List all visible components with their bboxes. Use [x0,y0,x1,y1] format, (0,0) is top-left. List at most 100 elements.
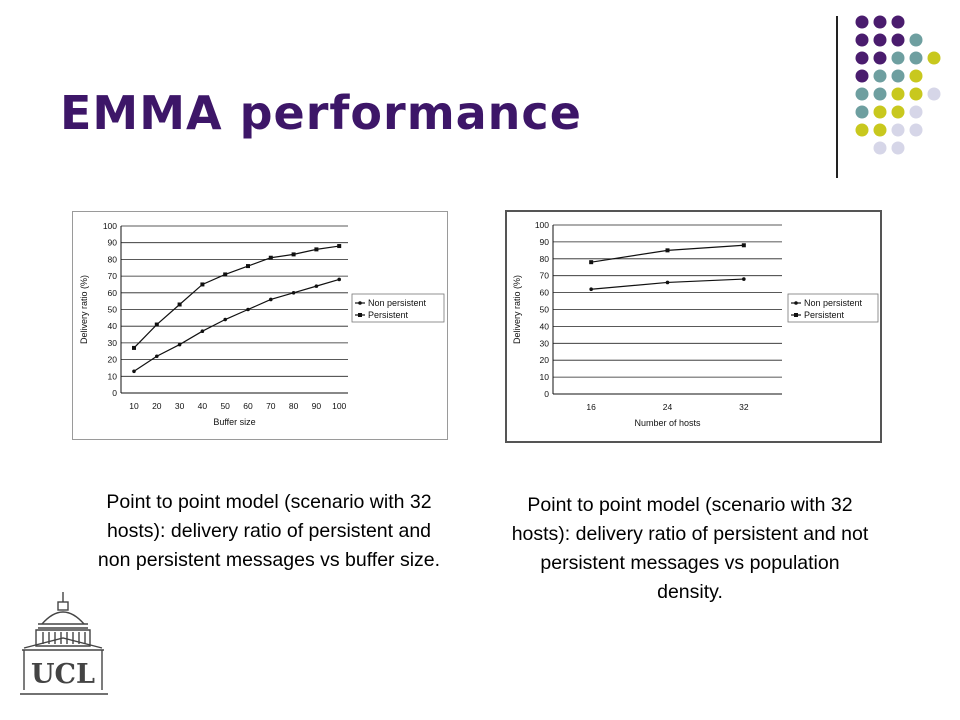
x-tick-label: 90 [312,401,322,411]
series-line [591,244,744,263]
y-tick-label: 40 [108,321,118,331]
y-axis-label: Delivery ratio (%) [512,275,522,344]
y-tick-label: 100 [103,221,117,231]
y-tick-label: 80 [540,254,550,264]
decorative-dot [855,51,869,65]
legend-label: Non persistent [804,298,863,308]
decorative-dot [855,87,869,101]
decorative-dot [891,69,905,83]
data-point [589,287,593,292]
y-tick-label: 0 [112,388,117,398]
series-line [133,245,340,349]
y-tick-label: 20 [540,355,550,365]
data-point [589,260,594,265]
data-point [314,247,319,252]
title-divider-line [836,16,838,178]
decorative-dot [855,33,869,47]
y-tick-label: 40 [540,321,550,331]
data-point [665,248,670,253]
legend-marker [794,301,798,305]
x-tick-label: 20 [152,401,162,411]
y-tick-label: 70 [540,271,550,281]
y-tick-label: 10 [540,372,550,382]
hosts-chart-plot: 0 10 20 30 40 50 60 70 80 90 100 16 24 32 Number of ho… [512,220,879,428]
decorative-dot [873,87,887,101]
decorative-dot [891,15,905,29]
decorative-dot [909,105,923,119]
decorative-dot [909,33,923,47]
data-point [337,244,342,249]
decorative-dot [873,105,887,119]
x-tick-label: 50 [220,401,230,411]
x-tick-label: 32 [739,402,749,412]
decorative-dot [891,51,905,65]
y-tick-label: 90 [108,238,118,248]
ucl-logo: UCL [20,592,108,695]
data-point [223,272,228,277]
data-point [200,329,205,334]
decorative-dot [909,87,923,101]
data-point [132,369,136,374]
slide-title: EMMA performance [60,86,582,140]
decorative-dot [909,51,923,65]
decorative-dot [891,123,905,137]
legend-marker [358,313,362,317]
decorative-dot [873,141,887,155]
decorative-dot [873,51,887,65]
data-point [337,277,342,282]
data-point [177,342,182,347]
y-tick-label: 30 [108,338,118,348]
decorative-dot [909,123,923,137]
data-point [268,255,273,260]
decorative-dot-grid [855,15,941,155]
data-point [314,284,319,288]
decorative-dot [855,123,869,137]
data-point [741,243,746,248]
decorative-dot [855,105,869,119]
caption-buffer-size: Point to point model (scenario with 32 h… [97,491,441,571]
x-tick-label: 70 [266,401,276,411]
y-tick-label: 0 [544,389,549,399]
y-tick-label: 90 [540,237,550,247]
x-tick-label: 60 [243,401,253,411]
x-tick-label: 10 [129,401,139,411]
x-tick-label: 30 [175,401,185,411]
x-tick-label: 24 [663,402,673,412]
data-point [200,282,205,287]
y-tick-label: 50 [108,305,118,315]
decorative-dot [891,33,905,47]
x-tick-label: 80 [289,401,299,411]
legend-box [787,293,879,323]
y-axis-label: Delivery ratio (%) [79,275,89,344]
y-tick-label: 50 [540,305,550,315]
y-tick-label: 80 [108,254,118,264]
y-tick-label: 70 [108,271,118,281]
y-tick-label: 10 [108,371,118,381]
data-point [223,317,227,322]
data-point [291,291,296,295]
data-point [665,280,670,285]
hosts-chart: 0 10 20 30 40 50 60 70 80 90 100 16 24 32 Number of ho… [505,210,882,443]
x-axis-label: Buffer size [213,417,255,427]
data-point [177,302,182,307]
x-tick-label: 40 [198,401,208,411]
decorative-dot [873,69,887,83]
series-line [133,278,340,372]
decorative-dot [927,51,941,65]
data-point [132,345,136,350]
data-point [291,252,296,257]
legend-label: Persistent [804,310,845,320]
decorative-dot [891,141,905,155]
data-point [269,297,273,302]
buffer-size-chart-plot: 0 10 20 30 40 50 60 70 80 90 100 10 20 30 40 50 60 70 80 90… [79,221,445,427]
legend-marker [358,301,362,305]
decorative-dot [891,87,905,101]
x-tick-label: 16 [586,402,596,412]
data-point [155,354,159,359]
y-tick-label: 60 [540,288,550,298]
x-axis-label: Number of hosts [634,418,701,428]
decorative-dot [873,33,887,47]
decorative-dot [855,69,869,83]
decorative-dot [855,15,869,29]
ucl-logo-text: UCL [31,659,95,690]
